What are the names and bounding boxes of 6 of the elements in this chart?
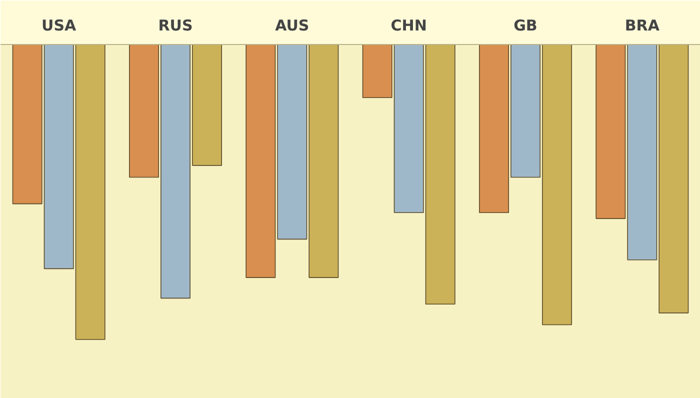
x-tick-label: USA bbox=[42, 16, 77, 34]
x-tick-label: CHN bbox=[390, 16, 427, 34]
x-tick-label: AUS bbox=[275, 16, 310, 34]
x-tick-label: BRA bbox=[624, 16, 660, 34]
x-tick-label: RUS bbox=[158, 16, 193, 34]
x-tick-label: GB bbox=[514, 16, 538, 34]
